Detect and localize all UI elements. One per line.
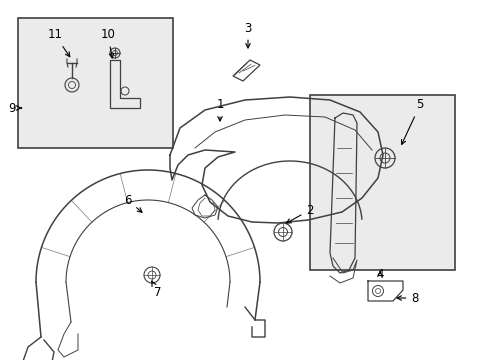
Text: 9: 9	[8, 102, 21, 114]
Text: 4: 4	[375, 269, 383, 282]
Bar	[18, 18, 173, 148]
Text: 11: 11	[47, 28, 70, 57]
Text: 7: 7	[151, 281, 162, 300]
Text: 8: 8	[396, 292, 418, 305]
Text: 3: 3	[244, 22, 251, 48]
Text: 2: 2	[286, 203, 313, 223]
Text: 10: 10	[101, 28, 115, 58]
Text: 6: 6	[124, 194, 142, 212]
Text: 5: 5	[401, 99, 423, 144]
Text: 1: 1	[216, 99, 224, 121]
Bar	[309, 95, 454, 270]
